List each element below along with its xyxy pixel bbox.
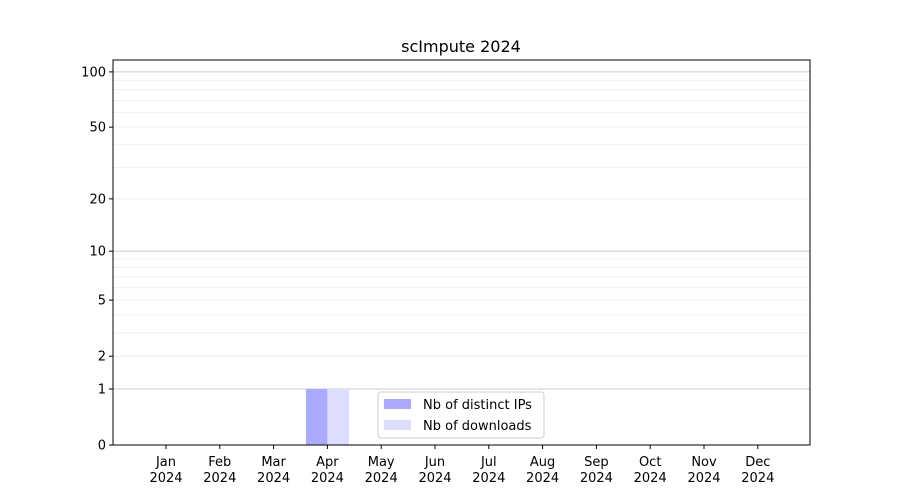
y-tick-label: 100 <box>81 65 106 80</box>
x-tick-label: 2024 <box>365 471 398 486</box>
x-tick-label: Jun <box>424 455 445 470</box>
x-tick-label: 2024 <box>580 471 613 486</box>
legend-label: Nb of distinct IPs <box>423 398 532 413</box>
y-axis: 0 1 2 5 10 20 50 100 <box>81 65 113 454</box>
grid <box>113 71 810 390</box>
x-tick-label: Sep <box>584 455 609 470</box>
x-tick-label: 2024 <box>418 471 451 486</box>
x-tick-label: Jul <box>480 455 497 470</box>
legend-box <box>377 391 545 439</box>
x-tick-label: 2024 <box>687 471 720 486</box>
plot-frame <box>112 59 811 446</box>
x-tick-label: Aug <box>530 455 555 470</box>
bar <box>327 388 349 445</box>
bar <box>305 388 328 445</box>
y-tick-label: 0 <box>98 439 106 454</box>
x-tick-label: 2024 <box>203 471 236 486</box>
chart-title: scImpute 2024 <box>401 37 521 56</box>
y-tick-label: 2 <box>98 350 106 365</box>
x-tick-label: Apr <box>316 455 339 470</box>
x-tick-label: 2024 <box>634 471 667 486</box>
x-tick-label: 2024 <box>149 471 182 486</box>
x-tick-label: Feb <box>208 455 231 470</box>
x-tick-label: Mar <box>261 455 286 470</box>
x-tick-label: Dec <box>745 455 770 470</box>
x-tick-label: 2024 <box>257 471 290 486</box>
x-tick-label: 2024 <box>311 471 344 486</box>
y-tick-label: 1 <box>98 382 106 397</box>
legend-label: Nb of downloads <box>423 419 532 434</box>
legend-swatch <box>384 420 411 430</box>
x-tick-label: Oct <box>639 455 661 470</box>
legend: Nb of distinct IPs Nb of downloads <box>377 391 545 439</box>
y-tick-label: 10 <box>89 245 106 260</box>
x-tick-label: May <box>368 455 395 470</box>
x-tick-label: Nov <box>691 455 717 470</box>
x-axis: Jan2024Feb2024Mar2024Apr2024May2024Jun20… <box>149 445 774 486</box>
y-tick-label: 20 <box>89 192 106 207</box>
bars <box>305 388 349 445</box>
y-tick-label: 50 <box>89 121 106 136</box>
legend-swatch <box>384 399 411 409</box>
x-tick-label: 2024 <box>526 471 559 486</box>
x-tick-label: Jan <box>155 455 176 470</box>
y-tick-label: 5 <box>98 294 106 309</box>
x-tick-label: 2024 <box>472 471 505 486</box>
x-tick-label: 2024 <box>741 471 774 486</box>
